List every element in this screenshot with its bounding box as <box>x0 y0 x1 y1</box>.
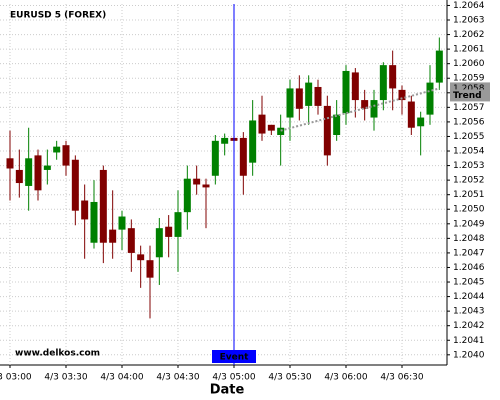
candle-body <box>305 82 313 106</box>
candle-body <box>361 100 369 109</box>
y-tick-label: 1.2041 <box>453 336 485 346</box>
x-axis-title: Date <box>210 383 245 398</box>
candle-body <box>25 158 33 186</box>
y-tick-label: 1.2061 <box>453 45 485 55</box>
candle-body <box>221 137 229 144</box>
candle-body <box>239 137 247 176</box>
candle-body <box>323 105 331 156</box>
y-tick-label: 1.2055 <box>453 132 485 142</box>
y-tick-label: 1.2052 <box>453 176 485 186</box>
y-tick-label: 1.2056 <box>453 117 485 127</box>
y-tick-label: 1.2054 <box>453 147 485 157</box>
y-tick-label: 1.2049 <box>453 219 485 229</box>
y-tick-label: 1.2043 <box>453 307 485 317</box>
candle-body <box>43 165 51 170</box>
candle-body <box>165 226 173 237</box>
y-tick-label: 1.2050 <box>453 205 485 215</box>
candle-body <box>277 127 285 136</box>
y-tick-label: 1.2042 <box>453 321 485 331</box>
candle-body <box>249 120 257 163</box>
candle-body <box>53 146 61 153</box>
candle-body <box>202 184 210 188</box>
candle-body <box>174 212 182 237</box>
candle-body <box>155 228 163 258</box>
y-tick-label: 1.2046 <box>453 263 485 273</box>
y-tick-label: 1.2051 <box>453 190 485 200</box>
candle-body <box>71 159 79 211</box>
candle-body <box>398 89 406 101</box>
x-tick-label: 4/3 05:30 <box>268 373 312 383</box>
y-tick-label: 1.2053 <box>453 161 485 171</box>
candle-body <box>267 124 275 131</box>
x-tick-label: 4/3 03:30 <box>44 373 88 383</box>
chart-title: EURUSD 5 (FOREX) <box>10 11 106 21</box>
watermark: www.delkos.com <box>15 349 100 359</box>
y-tick-label: 1.2057 <box>453 103 485 113</box>
y-tick-label: 1.2047 <box>453 248 485 258</box>
y-tick-label: 1.2064 <box>453 1 485 11</box>
candle-body <box>435 50 443 83</box>
candle-body <box>286 88 294 118</box>
event-box <box>211 350 256 363</box>
price-label: 1.2058 <box>453 84 485 94</box>
trend-label-box <box>450 89 490 102</box>
candle-body <box>127 228 135 253</box>
y-tick-label: 1.2045 <box>453 278 485 288</box>
x-tick-label: 4/3 06:30 <box>380 373 424 383</box>
candle-body <box>81 200 89 220</box>
x-tick-label: 4/3 04:30 <box>156 373 200 383</box>
event-label: Event <box>220 353 250 363</box>
candle-body <box>258 114 266 134</box>
candle-body <box>6 158 14 169</box>
candle-body <box>211 140 219 176</box>
candle-body <box>351 72 359 101</box>
y-tick-label: 1.2063 <box>453 16 485 26</box>
trend-label: Trend <box>453 91 482 101</box>
y-tick-label: 1.2044 <box>453 292 485 302</box>
candle-body <box>407 101 415 128</box>
candle-body <box>417 117 425 127</box>
candle-body <box>109 229 117 243</box>
candle-body <box>342 70 350 114</box>
candle-body <box>389 65 397 89</box>
candle-body <box>314 86 322 106</box>
candle-body <box>15 169 23 184</box>
candle-body <box>90 201 98 243</box>
candle-body <box>295 88 303 109</box>
x-tick-label: 4/3 04:00 <box>100 373 144 383</box>
candle-body <box>370 100 378 118</box>
y-tick-label: 1.2048 <box>453 234 485 244</box>
candle-body <box>426 82 434 115</box>
candle-body <box>146 260 154 278</box>
candle-body <box>193 178 201 185</box>
candle-body <box>118 216 126 230</box>
candle-body <box>99 169 107 243</box>
candle-body <box>62 145 70 166</box>
x-tick-label: 4/3 03:00 <box>0 373 32 383</box>
y-tick-label: 1.2060 <box>453 59 485 69</box>
y-tick-label: 1.2059 <box>453 74 485 84</box>
x-tick-label: 4/3 05:00 <box>212 373 256 383</box>
candle-body <box>379 65 387 101</box>
x-tick-label: 4/3 06:00 <box>324 373 368 383</box>
candle-body <box>333 114 341 136</box>
candle-body <box>137 254 145 261</box>
trend-line <box>280 87 440 132</box>
y-tick-label: 1.2040 <box>453 350 485 360</box>
candle-body <box>34 155 42 191</box>
candle-body <box>183 178 191 213</box>
y-tick-label: 1.2062 <box>453 30 485 40</box>
